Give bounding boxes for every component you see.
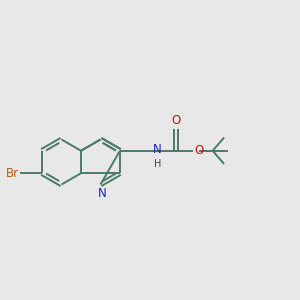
Text: H: H — [154, 159, 161, 169]
Text: N: N — [98, 187, 106, 200]
Text: O: O — [194, 144, 203, 157]
Text: Br: Br — [6, 167, 19, 180]
Text: O: O — [171, 114, 180, 127]
Text: N: N — [153, 143, 161, 156]
